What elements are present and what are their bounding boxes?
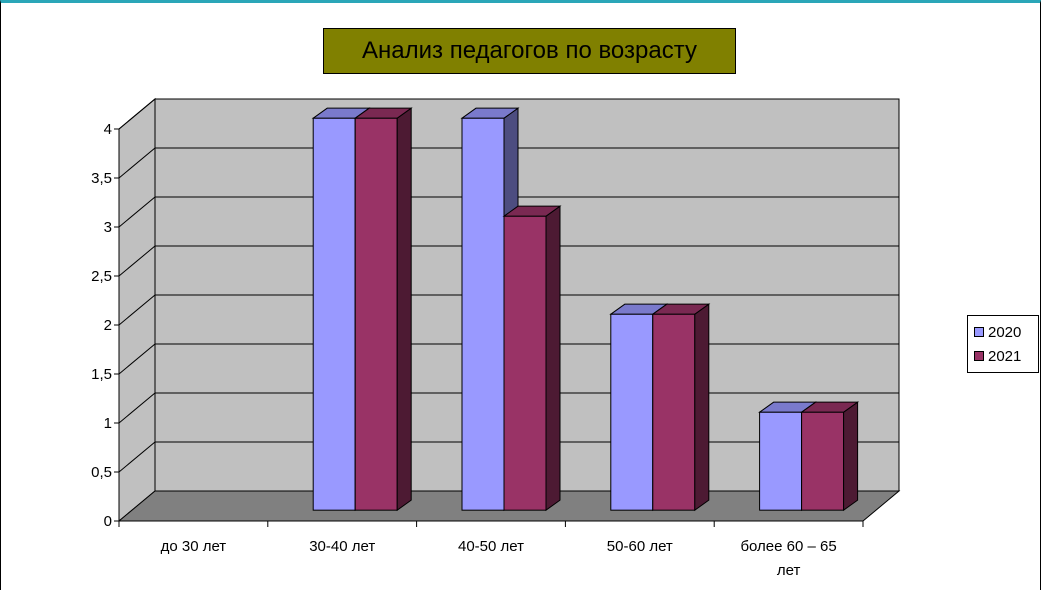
gridline bbox=[118, 245, 899, 277]
chart-axes bbox=[114, 128, 864, 527]
bar-front bbox=[312, 117, 356, 511]
bar-front bbox=[801, 411, 845, 511]
bar-side bbox=[694, 303, 710, 512]
x-category-label: более 60 – 65 bbox=[740, 538, 836, 555]
gridline bbox=[118, 294, 899, 326]
gridline bbox=[118, 147, 899, 179]
x-category-label: 30-40 лет bbox=[309, 538, 375, 555]
bar-top bbox=[460, 107, 520, 119]
bar-2021-2 bbox=[502, 205, 562, 512]
x-category-label: до 30 лет bbox=[161, 538, 227, 555]
bar-side bbox=[843, 401, 859, 512]
y-tick-label: 3,5 bbox=[91, 170, 112, 187]
chart-title: Анализ педагогов по возрасту bbox=[323, 28, 736, 74]
legend-item-2021: 2021 bbox=[974, 344, 1038, 368]
y-tick-label: 0,5 bbox=[91, 464, 112, 481]
y-tick-label: 2 bbox=[104, 317, 112, 334]
y-tick-label: 1,5 bbox=[91, 366, 112, 383]
y-tick-label: 0 bbox=[104, 513, 112, 530]
bar-side bbox=[396, 107, 412, 512]
bar-2021-3 bbox=[651, 303, 711, 512]
legend-label-2020: 2020 bbox=[988, 323, 1022, 341]
bar-front bbox=[354, 117, 398, 511]
y-tick-label: 2,5 bbox=[91, 268, 112, 285]
bar-side bbox=[545, 205, 561, 512]
chart-bars bbox=[311, 107, 860, 512]
bar-top bbox=[353, 107, 413, 119]
bar-2021-1 bbox=[353, 107, 413, 512]
bar-front bbox=[610, 313, 654, 511]
bar-top bbox=[651, 303, 711, 315]
x-axis-labels: до 30 лет 30-40 лет 40-50 лет 50-60 лет боле… bbox=[161, 538, 837, 579]
legend-label-2021: 2021 bbox=[988, 347, 1022, 365]
y-tick-label: 4 bbox=[104, 121, 112, 138]
bar-2021-4 bbox=[800, 401, 860, 512]
chart-legend: 2020 2021 bbox=[967, 315, 1039, 373]
bar-front bbox=[503, 215, 547, 511]
gridline bbox=[118, 196, 899, 228]
gridline bbox=[118, 98, 899, 130]
bar-front bbox=[461, 117, 505, 511]
legend-swatch-2021 bbox=[974, 351, 984, 361]
bar-front bbox=[652, 313, 696, 511]
x-category-label: лет bbox=[777, 562, 801, 579]
bar-top bbox=[502, 205, 562, 217]
legend-item-2020: 2020 bbox=[974, 320, 1038, 344]
bar-front bbox=[759, 411, 803, 511]
y-axis-ticks: 0 0,5 1 1,5 2 2,5 3 3,5 4 bbox=[91, 121, 112, 530]
x-category-label: 40-50 лет bbox=[458, 538, 524, 555]
y-tick-label: 3 bbox=[104, 219, 112, 236]
chart-plot: 0 0,5 1 1,5 2 2,5 3 3,5 4 до 30 лет 30-40 лет 40-5… bbox=[91, 97, 901, 579]
bar-top bbox=[800, 401, 860, 413]
x-category-label: 50-60 лет bbox=[607, 538, 673, 555]
y-tick-label: 1 bbox=[104, 415, 112, 432]
legend-swatch-2020 bbox=[974, 327, 984, 337]
